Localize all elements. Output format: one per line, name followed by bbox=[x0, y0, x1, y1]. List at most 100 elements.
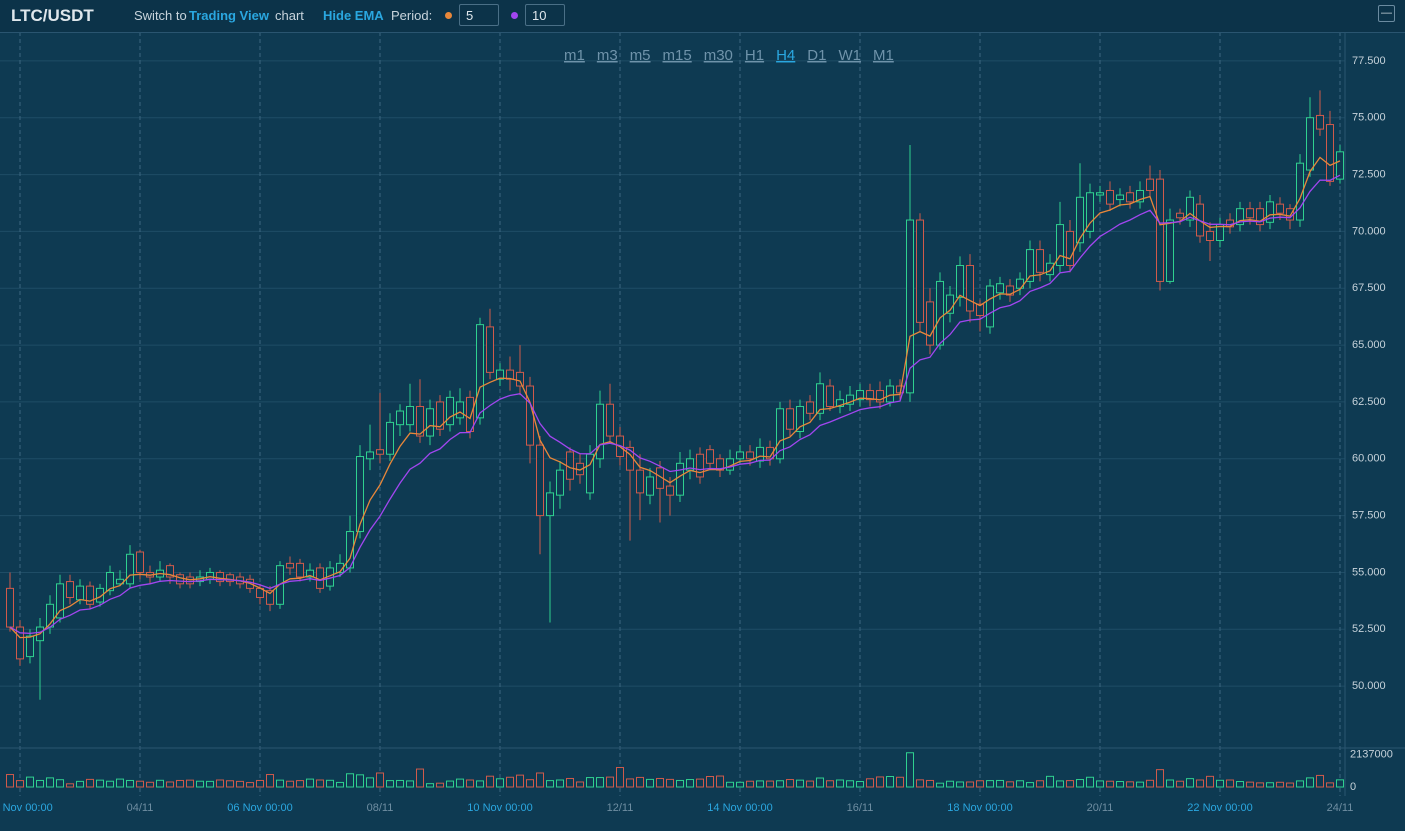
timeframe-button[interactable]: m5 bbox=[630, 47, 651, 64]
candle-body bbox=[496, 369, 504, 380]
volume-bar bbox=[716, 775, 724, 788]
candle-body bbox=[396, 410, 404, 426]
timeframe-button[interactable]: W1 bbox=[838, 47, 861, 64]
volume-bar bbox=[696, 778, 704, 788]
candle-body bbox=[806, 401, 814, 414]
volume-bar bbox=[666, 778, 674, 788]
switch-prefix: Switch to bbox=[134, 8, 187, 23]
volume-bar bbox=[6, 774, 14, 788]
candle-body bbox=[406, 405, 414, 426]
volume-bar bbox=[676, 779, 684, 788]
volume-bar bbox=[966, 781, 974, 788]
candle-body bbox=[486, 326, 494, 373]
volume-bar bbox=[796, 779, 804, 788]
timeframe-button[interactable]: m1 bbox=[564, 47, 585, 64]
candle-body bbox=[666, 485, 674, 496]
collapse-button[interactable]: — bbox=[1378, 5, 1395, 22]
volume-bar bbox=[896, 776, 904, 788]
candle-body bbox=[1136, 189, 1144, 203]
candle-body bbox=[456, 401, 464, 419]
candle-body bbox=[1156, 178, 1164, 282]
volume-tick-label: 0 bbox=[1350, 781, 1356, 793]
volume-bar bbox=[36, 779, 44, 788]
volume-bar bbox=[1286, 782, 1294, 788]
x-tick-label: 04/11 bbox=[127, 802, 154, 814]
volume-bar bbox=[1146, 779, 1154, 788]
timeframe-button[interactable]: H4 bbox=[776, 47, 795, 64]
candle-body bbox=[356, 456, 364, 533]
volume-bar bbox=[196, 780, 204, 788]
volume-bar bbox=[456, 778, 464, 788]
candle-body bbox=[1336, 151, 1344, 180]
x-tick-label: 14 Nov 00:00 bbox=[707, 802, 772, 814]
volume-bar bbox=[1036, 780, 1044, 788]
candle-body bbox=[976, 303, 984, 317]
candle-body bbox=[1316, 114, 1324, 130]
timeframe-button[interactable]: H1 bbox=[745, 47, 764, 64]
volume-bar bbox=[446, 780, 454, 788]
volume-bar bbox=[306, 778, 314, 788]
volume-tick-label: 2137000 bbox=[1350, 748, 1393, 760]
volume-bar bbox=[646, 778, 654, 788]
volume-bar bbox=[826, 780, 834, 788]
candle-body bbox=[736, 451, 744, 460]
volume-bar bbox=[236, 780, 244, 788]
period-input[interactable]: 5 bbox=[459, 4, 499, 26]
candle-body bbox=[476, 324, 484, 419]
volume-bar bbox=[586, 777, 594, 788]
timeframe-button[interactable]: M1 bbox=[873, 47, 894, 64]
switch-suffix: chart bbox=[275, 8, 304, 23]
candle-body bbox=[696, 453, 704, 478]
candle-body bbox=[1076, 196, 1084, 244]
volume-bar bbox=[56, 779, 64, 788]
candle-body bbox=[66, 581, 74, 598]
volume-bar bbox=[26, 776, 34, 788]
candle-body bbox=[916, 219, 924, 323]
volume-bar bbox=[16, 780, 24, 788]
volume-bar bbox=[1206, 775, 1214, 788]
header: LTC/USDT Switch to Trading View chart Hi… bbox=[0, 0, 1405, 33]
volume-bar bbox=[1256, 782, 1264, 788]
candle-body bbox=[126, 553, 134, 585]
y-tick-label: 52.500 bbox=[1352, 623, 1386, 635]
candle-body bbox=[1036, 249, 1044, 273]
volume-bar bbox=[256, 779, 264, 788]
candle-body bbox=[886, 385, 894, 403]
candle-body bbox=[1056, 224, 1064, 267]
volume-bar bbox=[466, 779, 474, 788]
candle-body bbox=[1256, 208, 1264, 226]
timeframe-button[interactable]: D1 bbox=[807, 47, 826, 64]
candle-body bbox=[606, 403, 614, 437]
timeframe-button[interactable]: m30 bbox=[704, 47, 733, 64]
candle-body bbox=[1306, 117, 1314, 171]
candle-body bbox=[1146, 178, 1154, 191]
volume-bar bbox=[1336, 779, 1344, 788]
candle-body bbox=[106, 571, 114, 592]
volume-bar bbox=[576, 781, 584, 788]
volume-bar bbox=[616, 767, 624, 788]
x-tick-label: 08/11 bbox=[367, 802, 394, 814]
y-tick-label: 57.500 bbox=[1352, 510, 1386, 522]
candle-body bbox=[1266, 201, 1274, 223]
ema-line bbox=[9, 174, 1341, 635]
hide-ema[interactable]: Hide EMA bbox=[323, 8, 384, 23]
timeframe-button[interactable]: m3 bbox=[597, 47, 618, 64]
timeframe-button[interactable]: m15 bbox=[663, 47, 692, 64]
candle-body bbox=[1236, 208, 1244, 226]
trading-view-link[interactable]: Trading View bbox=[189, 8, 269, 23]
volume-bar bbox=[106, 780, 114, 788]
candle-body bbox=[746, 451, 754, 460]
volume-bar bbox=[1296, 780, 1304, 788]
volume-bar bbox=[176, 779, 184, 788]
volume-bar bbox=[1196, 779, 1204, 788]
volume-bar bbox=[186, 779, 194, 788]
plot-background bbox=[0, 32, 1405, 831]
candle-body bbox=[86, 585, 94, 605]
candle-body bbox=[1186, 196, 1194, 221]
volume-bar bbox=[1176, 780, 1184, 788]
volume-bar bbox=[206, 780, 214, 788]
period-input[interactable]: 10 bbox=[525, 4, 565, 26]
candle-body bbox=[1106, 189, 1114, 205]
candle-body bbox=[786, 408, 794, 430]
